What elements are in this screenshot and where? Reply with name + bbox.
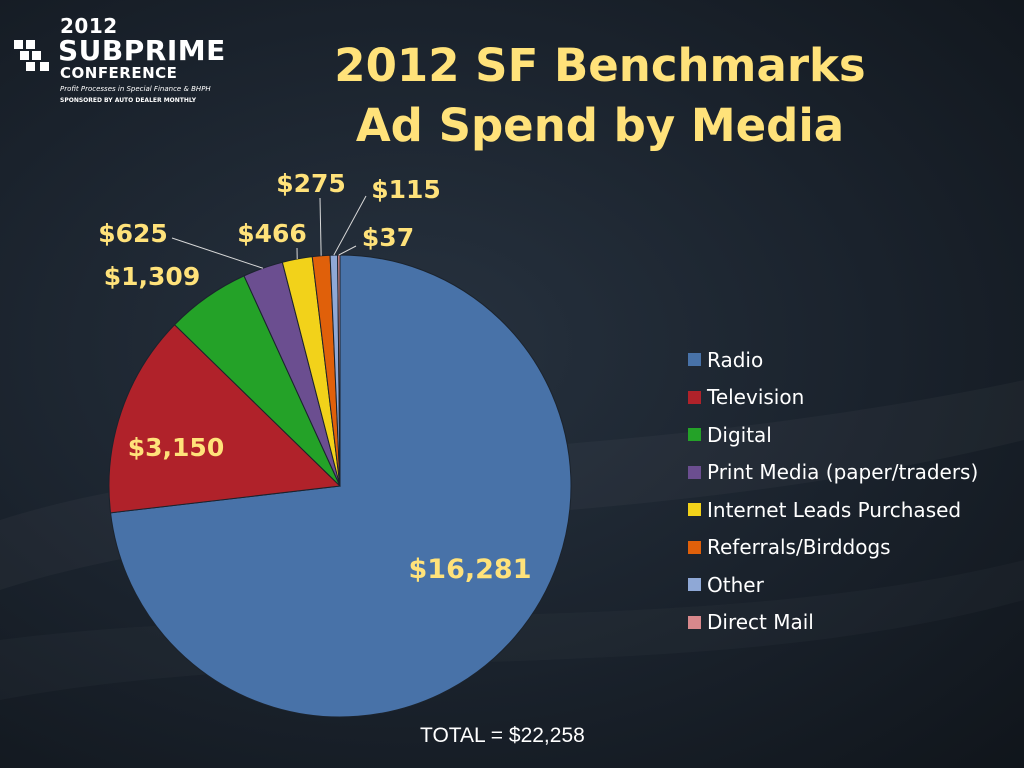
legend-item: Internet Leads Purchased (688, 491, 978, 529)
legend-label: Internet Leads Purchased (707, 497, 962, 522)
legend-item: Television (688, 379, 978, 417)
legend-label: Digital (707, 422, 772, 447)
chart-title-line1: 2012 SF Benchmarks (334, 39, 866, 92)
data-label: $16,281 (409, 554, 532, 585)
logo-subtitle: CONFERENCE (60, 64, 178, 82)
leader-line (171, 237, 264, 269)
pie-slice-television (108, 324, 342, 514)
legend-item: Referrals/Birddogs (688, 529, 978, 567)
legend-label: Referrals/Birddogs (707, 535, 891, 560)
legend-swatch (688, 390, 701, 404)
data-label: $37 (362, 223, 414, 252)
data-label: $1,309 (104, 262, 200, 291)
leader-line (333, 195, 367, 256)
legend-label: Direct Mail (707, 610, 814, 635)
legend-label: Television (707, 385, 805, 410)
legend-swatch (688, 578, 701, 592)
logo-sponsor: SPONSORED BY AUTO DEALER MONTHLY (60, 97, 197, 104)
pie-leader-lines (171, 195, 367, 269)
data-label: $275 (276, 169, 346, 198)
pie-slice-radio (110, 254, 572, 718)
logo-name: SUBPRIME (58, 34, 226, 67)
data-label: $115 (371, 175, 441, 204)
legend-swatch (688, 503, 701, 517)
legend-swatch (688, 615, 701, 629)
legend-item: Digital (688, 416, 978, 454)
legend-swatch (688, 540, 701, 554)
legend-label: Radio (707, 347, 764, 372)
chart-title-line2: Ad Spend by Media (355, 99, 845, 152)
pie-slice-direct-mail (337, 254, 341, 487)
legend-item: Print Media (paper/traders) (688, 454, 978, 492)
leader-line (319, 197, 322, 256)
legend-item: Radio (688, 341, 978, 379)
legend-label: Print Media (paper/traders) (707, 460, 979, 485)
legend-swatch (688, 465, 701, 479)
checker-logo-icon (14, 40, 49, 71)
chart-legend: Radio Television Digital Print Media (paper… (688, 341, 978, 641)
logo-year: 2012 (60, 14, 118, 38)
legend-item: Other (688, 566, 978, 604)
legend-item: Direct Mail (688, 604, 978, 642)
conference-logo: 2012 SUBPRIME CONFERENCE Profit Processe… (14, 14, 244, 114)
legend-swatch (688, 428, 701, 442)
leader-line (338, 245, 357, 256)
legend-label: Other (707, 572, 764, 597)
logo-tagline: Profit Processes in Special Finance & BH… (60, 85, 211, 93)
legend-swatch (688, 353, 701, 367)
pie-slices (108, 254, 572, 718)
data-label: $625 (98, 219, 168, 248)
pie-data-labels: $16,281 $3,150 $1,309 $625 $466 $275 $115 $37 (98, 169, 531, 585)
data-label: $466 (237, 219, 307, 248)
total-label: TOTAL = $22,258 (420, 724, 585, 747)
data-label: $3,150 (128, 433, 224, 462)
chart-title: 2012 SF Benchmarks Ad Spend by Media (330, 36, 870, 156)
